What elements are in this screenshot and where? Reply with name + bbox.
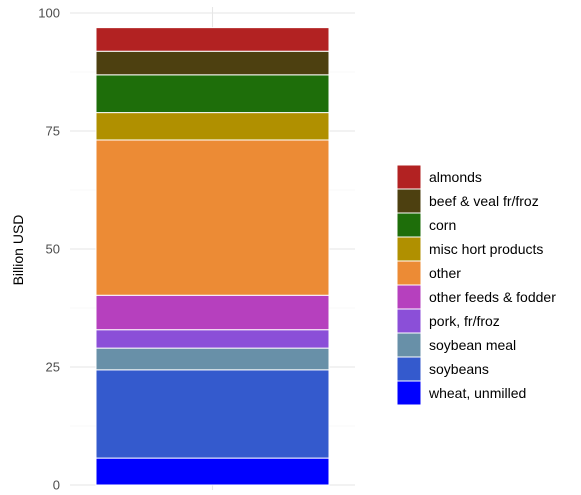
y-axis-ticks: 0 25 50 75 100 bbox=[38, 6, 60, 493]
legend-label: other feeds & fodder bbox=[429, 289, 556, 305]
legend-label: pork, fr/froz bbox=[429, 313, 500, 329]
legend-label: wheat, unmilled bbox=[428, 385, 526, 401]
bar-segment-misc-hort-products bbox=[95, 112, 330, 141]
bar-segment-other bbox=[95, 139, 330, 296]
legend-key bbox=[396, 380, 422, 406]
y-tick-label: 75 bbox=[46, 124, 60, 139]
legend-label: beef & veal fr/froz bbox=[429, 193, 539, 209]
bar-segment-pork-fr-froz bbox=[95, 329, 330, 349]
legend: almonds beef & veal fr/froz corn misc hort … bbox=[396, 164, 556, 406]
bar-segment-corn bbox=[95, 74, 330, 114]
legend-label: corn bbox=[429, 217, 456, 233]
bar-segment-wheat-unmilled bbox=[95, 457, 330, 486]
y-tick-label: 50 bbox=[46, 242, 60, 257]
y-axis-title: Billion USD bbox=[10, 215, 26, 286]
legend-key bbox=[396, 308, 422, 334]
bar-segment-other-feeds-fodder bbox=[95, 294, 330, 331]
legend-key bbox=[396, 188, 422, 214]
legend-label: soybeans bbox=[429, 361, 489, 377]
y-tick-label: 100 bbox=[38, 6, 60, 21]
legend-key bbox=[396, 164, 422, 190]
legend-key bbox=[396, 212, 422, 238]
legend-label: almonds bbox=[429, 169, 482, 185]
legend-label: misc hort products bbox=[429, 241, 543, 257]
legend-key bbox=[396, 356, 422, 382]
bar-stack bbox=[95, 27, 330, 486]
y-tick-label: 25 bbox=[46, 360, 60, 375]
bar-segment-soybeans bbox=[95, 369, 330, 459]
bar-segment-beef-veal-fr-froz bbox=[95, 50, 330, 76]
legend-key bbox=[396, 260, 422, 286]
bar-segment-soybean-meal bbox=[95, 347, 330, 371]
legend-label: other bbox=[429, 265, 461, 281]
bar-segment-almonds bbox=[95, 27, 330, 52]
legend-label: soybean meal bbox=[429, 337, 516, 353]
legend-key bbox=[396, 284, 422, 310]
y-tick-label: 0 bbox=[53, 478, 60, 493]
legend-key bbox=[396, 236, 422, 262]
legend-key bbox=[396, 332, 422, 358]
